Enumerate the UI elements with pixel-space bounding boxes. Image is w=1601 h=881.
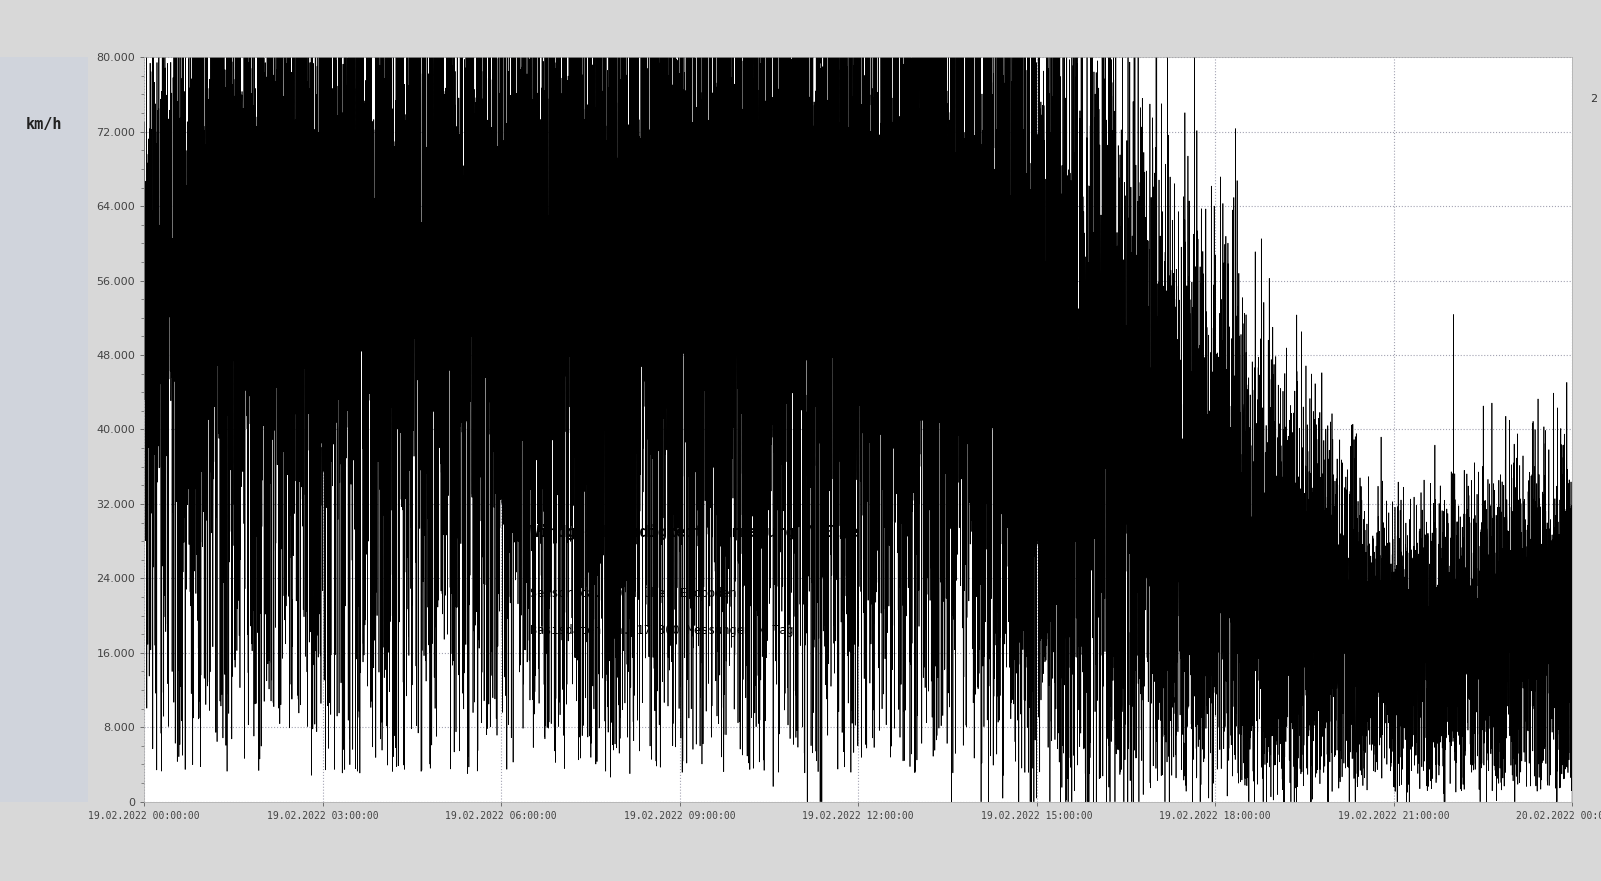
Text: Windgeschwindigkeit  Arneburg / Elbe: Windgeschwindigkeit Arneburg / Elbe xyxy=(530,524,858,540)
Text: Basisdaten ca. 17.000 Messungen / Tag: Basisdaten ca. 17.000 Messungen / Tag xyxy=(530,625,794,637)
Text: Sensor ca. 50 m über Erdboden: Sensor ca. 50 m über Erdboden xyxy=(530,587,736,600)
Text: 2: 2 xyxy=(1590,94,1596,105)
Text: km/h: km/h xyxy=(26,117,62,132)
